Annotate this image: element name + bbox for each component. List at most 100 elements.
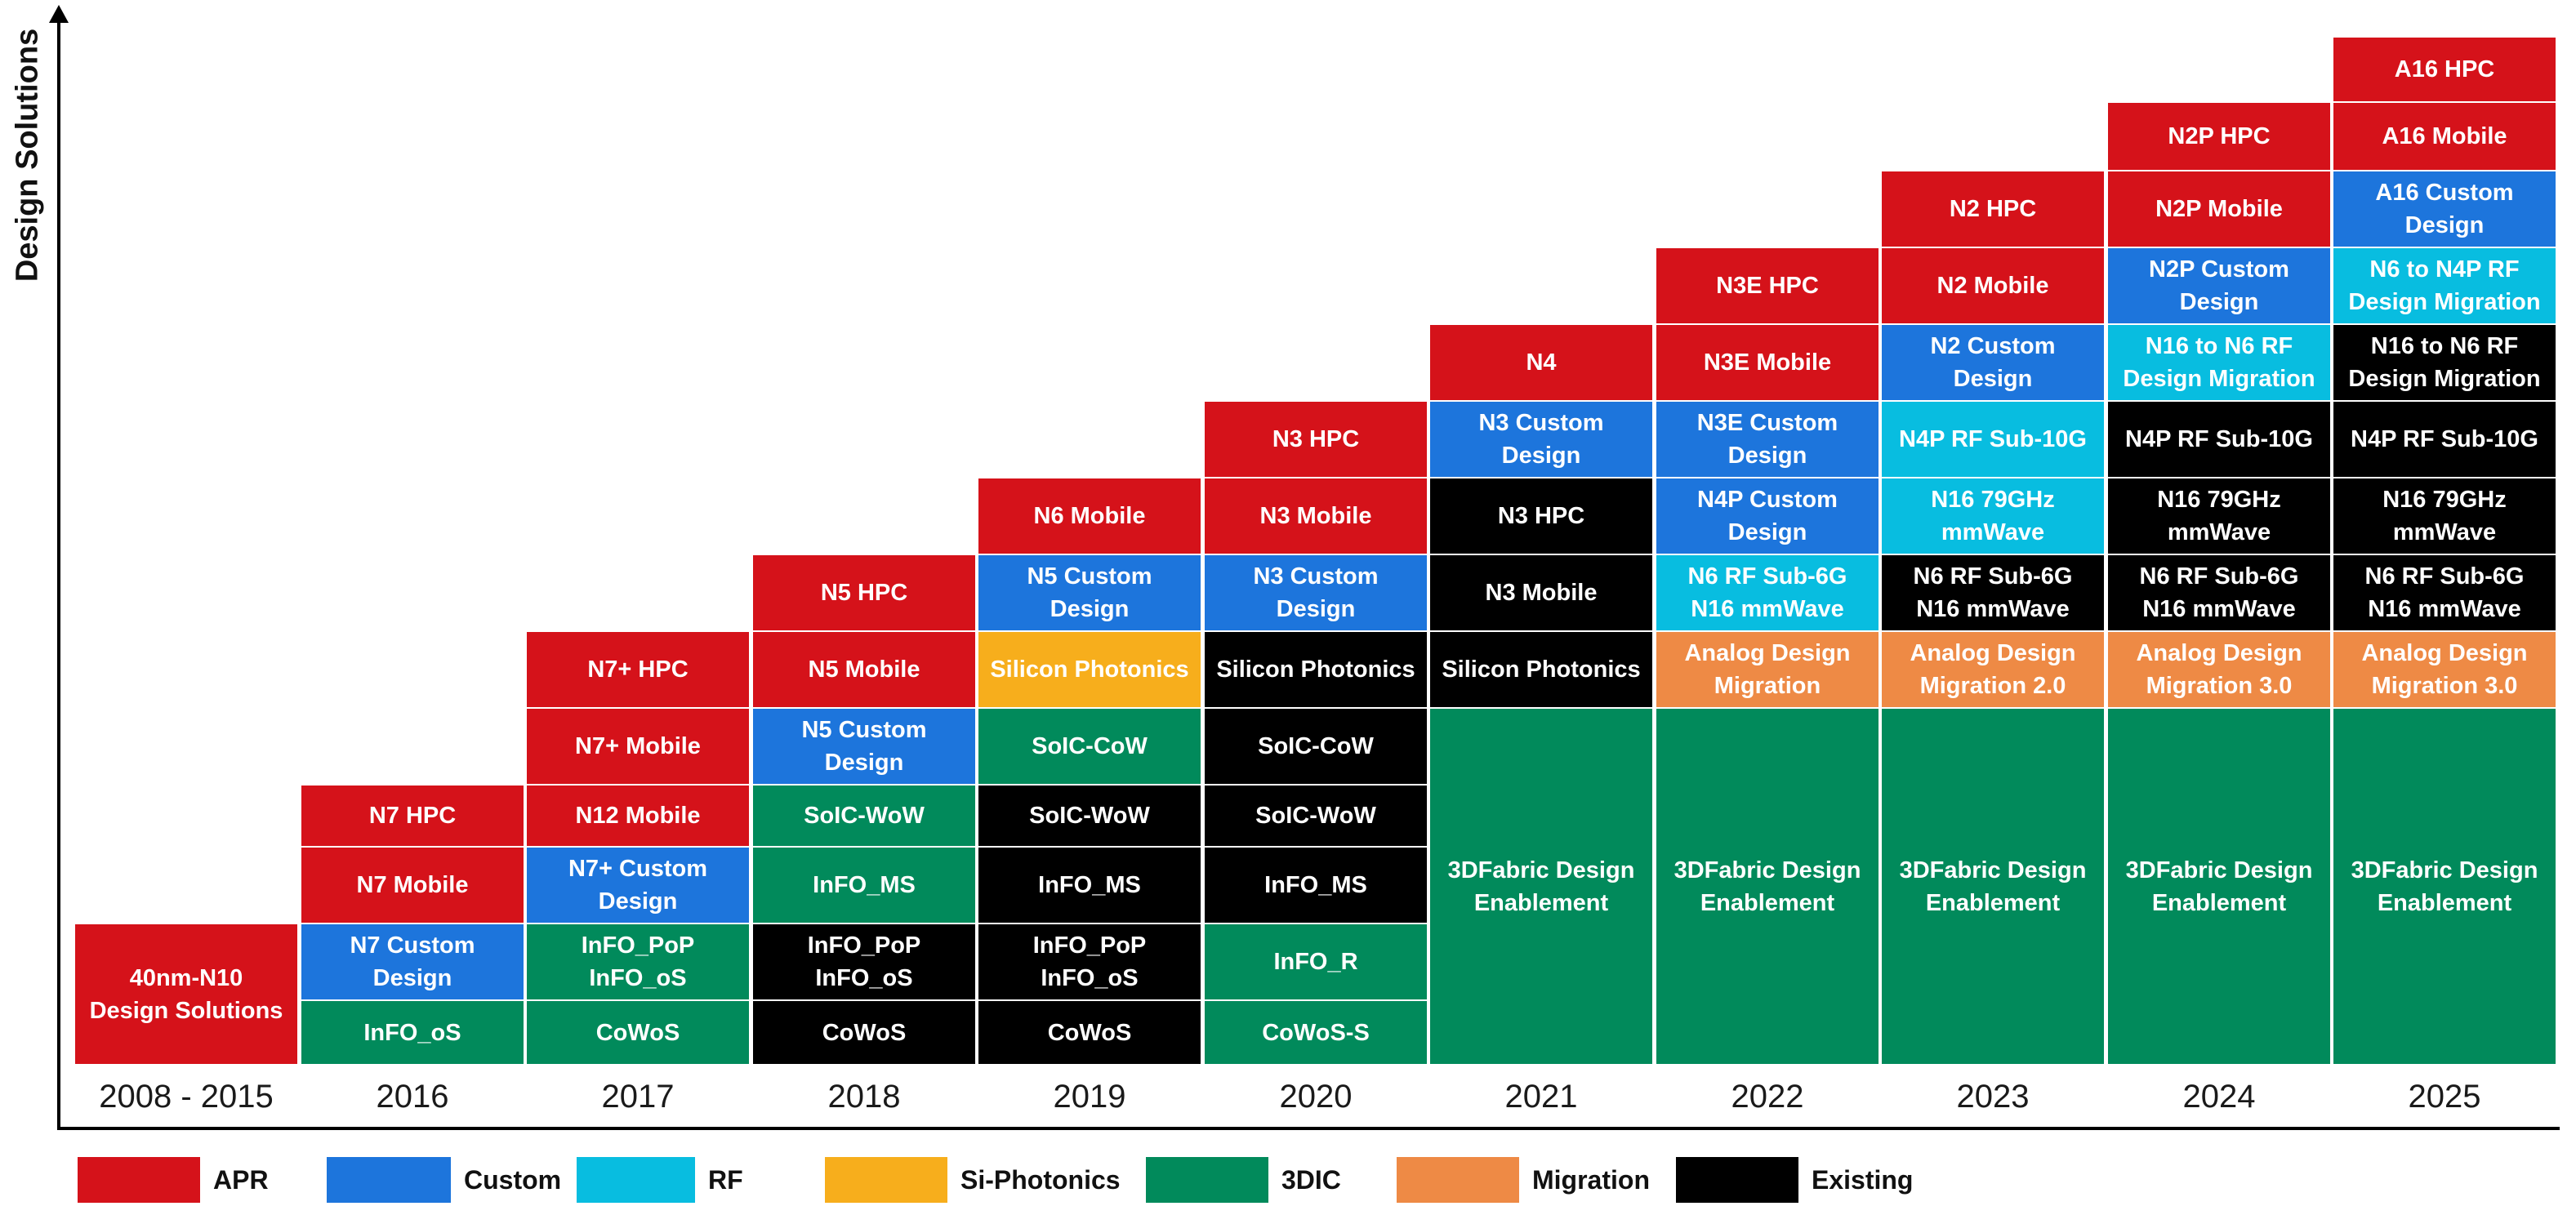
legend-label: RF bbox=[708, 1164, 743, 1195]
legend-swatch bbox=[825, 1157, 947, 1203]
year-label: 2017 bbox=[601, 1078, 675, 1115]
roadmap-cell: N2 HPC bbox=[1882, 171, 2104, 247]
roadmap-cell: N7 HPC bbox=[301, 786, 524, 846]
roadmap-cell: N4 bbox=[1430, 325, 1652, 400]
roadmap-cell: Silicon Photonics bbox=[1430, 632, 1652, 707]
year-label: 2008 - 2015 bbox=[99, 1078, 274, 1115]
roadmap-cell: N3E Mobile bbox=[1656, 325, 1879, 400]
roadmap-cell: 3DFabric Design Enablement bbox=[2333, 709, 2556, 1064]
year-label: 2018 bbox=[827, 1078, 901, 1115]
roadmap-cell: InFO_MS bbox=[753, 848, 975, 923]
roadmap-cell: N6 RF Sub-6G N16 mmWave bbox=[2108, 555, 2330, 630]
legend-label: Existing bbox=[1812, 1164, 1914, 1195]
roadmap-cell: InFO_PoP InFO_oS bbox=[978, 924, 1201, 999]
roadmap-cell: N3 HPC bbox=[1205, 402, 1427, 477]
year-label: 2019 bbox=[1053, 1078, 1126, 1115]
roadmap-cell: N16 79GHz mmWave bbox=[2333, 478, 2556, 554]
roadmap-cell: InFO_oS bbox=[301, 1001, 524, 1064]
roadmap-cell: N2P Mobile bbox=[2108, 171, 2330, 247]
roadmap-cell: N4P RF Sub-10G bbox=[2333, 402, 2556, 477]
roadmap-cell: N3 Custom Design bbox=[1430, 402, 1652, 477]
roadmap-cell: 3DFabric Design Enablement bbox=[1430, 709, 1652, 1064]
legend-swatch bbox=[78, 1157, 200, 1203]
legend-label: Si-Photonics bbox=[960, 1164, 1121, 1195]
legend-label: APR bbox=[213, 1164, 269, 1195]
roadmap-cell: 3DFabric Design Enablement bbox=[2108, 709, 2330, 1064]
roadmap-cell: SoIC-WoW bbox=[1205, 786, 1427, 846]
roadmap-cell: N3 Custom Design bbox=[1205, 555, 1427, 630]
legend-swatch bbox=[1397, 1157, 1519, 1203]
legend-label: Migration bbox=[1532, 1164, 1650, 1195]
roadmap-cell: A16 HPC bbox=[2333, 38, 2556, 101]
year-label: 2024 bbox=[2182, 1078, 2256, 1115]
roadmap-cell: SoIC-WoW bbox=[753, 786, 975, 846]
legend-label: Custom bbox=[464, 1164, 562, 1195]
year-label: 2016 bbox=[376, 1078, 449, 1115]
roadmap-cell: N3 Mobile bbox=[1205, 478, 1427, 554]
legend-swatch bbox=[327, 1157, 451, 1203]
year-label: 2021 bbox=[1504, 1078, 1578, 1115]
roadmap-cell: N4P RF Sub-10G bbox=[1882, 402, 2104, 477]
y-axis bbox=[57, 16, 60, 1130]
roadmap-cell: N16 to N6 RF Design Migration bbox=[2108, 325, 2330, 400]
roadmap-cell: N6 Mobile bbox=[978, 478, 1201, 554]
roadmap-cell: A16 Custom Design bbox=[2333, 171, 2556, 247]
roadmap-cell: Analog Design Migration 2.0 bbox=[1882, 632, 2104, 707]
roadmap-cell: N6 RF Sub-6G N16 mmWave bbox=[2333, 555, 2556, 630]
roadmap-cell: N4P RF Sub-10G bbox=[2108, 402, 2330, 477]
roadmap-cell: InFO_MS bbox=[978, 848, 1201, 923]
roadmap-cell: 3DFabric Design Enablement bbox=[1882, 709, 2104, 1064]
roadmap-cell: Silicon Photonics bbox=[1205, 632, 1427, 707]
roadmap-cell: N3E Custom Design bbox=[1656, 402, 1879, 477]
roadmap-cell: 3DFabric Design Enablement bbox=[1656, 709, 1879, 1064]
roadmap-cell: N16 79GHz mmWave bbox=[2108, 478, 2330, 554]
y-axis-arrow-icon bbox=[49, 5, 69, 23]
year-label: 2025 bbox=[2408, 1078, 2481, 1115]
roadmap-cell: N2 Custom Design bbox=[1882, 325, 2104, 400]
roadmap-cell: N16 to N6 RF Design Migration bbox=[2333, 325, 2556, 400]
roadmap-cell: Silicon Photonics bbox=[978, 632, 1201, 707]
roadmap-cell: N4P Custom Design bbox=[1656, 478, 1879, 554]
y-axis-label: Design Solutions bbox=[10, 28, 45, 283]
roadmap-cell: N5 Custom Design bbox=[978, 555, 1201, 630]
roadmap-cell: N6 RF Sub-6G N16 mmWave bbox=[1882, 555, 2104, 630]
roadmap-cell: InFO_MS bbox=[1205, 848, 1427, 923]
roadmap-cell: N12 Mobile bbox=[527, 786, 749, 846]
roadmap-cell: N5 HPC bbox=[753, 555, 975, 630]
roadmap-cell: Analog Design Migration 3.0 bbox=[2108, 632, 2330, 707]
legend-label: 3DIC bbox=[1281, 1164, 1341, 1195]
roadmap-cell: N2P Custom Design bbox=[2108, 248, 2330, 323]
roadmap-cell: N2 Mobile bbox=[1882, 248, 2104, 323]
roadmap-cell: 40nm-N10 Design Solutions bbox=[75, 924, 297, 1064]
roadmap-cell: SoIC-WoW bbox=[978, 786, 1201, 846]
legend-swatch bbox=[1146, 1157, 1268, 1203]
roadmap-cell: InFO_R bbox=[1205, 924, 1427, 999]
roadmap-cell: Analog Design Migration bbox=[1656, 632, 1879, 707]
year-label: 2023 bbox=[1956, 1078, 2030, 1115]
roadmap-cell: InFO_PoP InFO_oS bbox=[753, 924, 975, 999]
roadmap-cell: N7+ HPC bbox=[527, 632, 749, 707]
roadmap-cell: N16 79GHz mmWave bbox=[1882, 478, 2104, 554]
roadmap-cell: A16 Mobile bbox=[2333, 103, 2556, 170]
roadmap-cell: N3 HPC bbox=[1430, 478, 1652, 554]
roadmap-cell: InFO_PoP InFO_oS bbox=[527, 924, 749, 999]
roadmap-cell: SoIC-CoW bbox=[1205, 709, 1427, 784]
roadmap-cell: N6 RF Sub-6G N16 mmWave bbox=[1656, 555, 1879, 630]
roadmap-cell: N6 to N4P RF Design Migration bbox=[2333, 248, 2556, 323]
roadmap-cell: Analog Design Migration 3.0 bbox=[2333, 632, 2556, 707]
roadmap-cell: N2P HPC bbox=[2108, 103, 2330, 170]
roadmap-cell: N3E HPC bbox=[1656, 248, 1879, 323]
legend-swatch bbox=[1676, 1157, 1798, 1203]
legend-swatch bbox=[577, 1157, 695, 1203]
roadmap-cell: CoWoS bbox=[978, 1001, 1201, 1064]
roadmap-cell: N7 Custom Design bbox=[301, 924, 524, 999]
roadmap-cell: N7+ Mobile bbox=[527, 709, 749, 784]
roadmap-cell: N7 Mobile bbox=[301, 848, 524, 923]
x-axis bbox=[57, 1127, 2560, 1130]
roadmap-cell: CoWoS-S bbox=[1205, 1001, 1427, 1064]
roadmap-cell: N5 Mobile bbox=[753, 632, 975, 707]
roadmap-cell: N7+ Custom Design bbox=[527, 848, 749, 923]
roadmap-cell: N5 Custom Design bbox=[753, 709, 975, 784]
roadmap-cell: SoIC-CoW bbox=[978, 709, 1201, 784]
